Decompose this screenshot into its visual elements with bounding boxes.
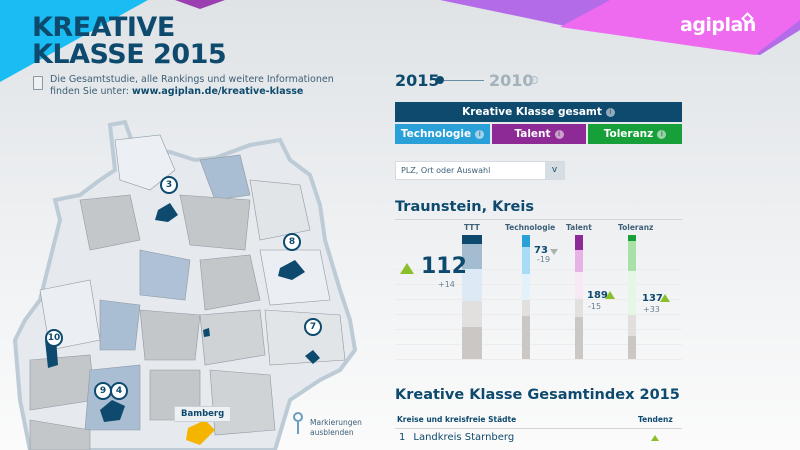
ranking-row[interactable]: 1 Landkreis Starnberg xyxy=(399,432,682,443)
map-region xyxy=(139,309,201,361)
top-region xyxy=(305,350,320,364)
pin-stem xyxy=(297,422,299,434)
map-region xyxy=(79,194,141,251)
technologie-bar xyxy=(522,235,530,359)
map-region xyxy=(249,179,311,241)
ranking-name: Landkreis Starnberg xyxy=(413,432,515,443)
ranking-title: Kreative Klasse Gesamtindex 2015 xyxy=(395,387,680,403)
map-region xyxy=(209,369,276,436)
trend-up-icon xyxy=(651,435,659,441)
toggle-markers-button[interactable]: Markierungen ausblenden xyxy=(310,418,362,437)
ttt-bar xyxy=(462,235,482,359)
map-region xyxy=(179,194,251,251)
document-icon xyxy=(33,76,43,90)
tab-label: Toleranz xyxy=(603,128,654,140)
timeline-handle[interactable] xyxy=(436,76,444,84)
ttt-value: 112 xyxy=(421,254,467,279)
gridline xyxy=(395,314,682,315)
gridline xyxy=(395,359,682,360)
map-region xyxy=(99,299,141,351)
highlighted-region[interactable] xyxy=(186,420,215,445)
category-tabs: Kreative Klasse gesamt i Technologie i Tal… xyxy=(395,102,682,144)
map-marker-7[interactable]: 7 xyxy=(304,318,322,336)
map-marker-4[interactable]: 4 xyxy=(110,382,128,400)
toleranz-bar xyxy=(628,235,636,359)
year-2010[interactable]: 2010 xyxy=(489,71,534,90)
divider xyxy=(395,219,682,220)
map-marker-3[interactable]: 3 xyxy=(160,176,178,194)
trend-up-icon xyxy=(400,263,414,274)
ranking-rank: 1 xyxy=(399,432,406,443)
map-region xyxy=(139,249,191,301)
timeline-track[interactable] xyxy=(444,80,484,81)
trend-up-icon xyxy=(660,294,670,302)
germany-map[interactable] xyxy=(0,100,380,450)
column-ttt: TTT xyxy=(464,223,480,232)
map-marker-9[interactable]: 9 xyxy=(94,382,112,400)
ranking-col-tendenz: Tendenz xyxy=(638,415,673,424)
ttt-delta: +14 xyxy=(438,280,455,289)
trend-down-icon xyxy=(550,249,558,255)
technologie-value: 73 xyxy=(534,245,548,256)
search-placeholder: PLZ, Ort oder Auswahl xyxy=(401,166,491,175)
info-icon[interactable]: i xyxy=(475,130,485,139)
study-link[interactable]: www.agiplan.de/kreative-klasse xyxy=(132,86,304,97)
top-region xyxy=(155,203,178,222)
tab-label: Technologie xyxy=(400,128,472,140)
divider xyxy=(395,428,682,429)
trend-up-icon xyxy=(605,291,615,299)
map-marker-10[interactable]: 10 xyxy=(45,329,63,347)
talent-delta: -15 xyxy=(588,302,602,311)
tab-label: Talent xyxy=(514,128,551,140)
tab-talent[interactable]: Talent i xyxy=(492,124,586,144)
gridline xyxy=(395,344,682,345)
toleranz-delta: +33 xyxy=(643,305,660,314)
map-region xyxy=(199,254,261,311)
page-title: KREATIVE KLASSE 2015 xyxy=(32,12,227,70)
map-region xyxy=(199,309,266,366)
map-region xyxy=(199,154,251,201)
agiplan-logo[interactable]: agiplan xyxy=(680,14,756,36)
region-name: Traunstein, Kreis xyxy=(395,199,534,215)
gridline xyxy=(395,299,682,300)
location-search-select[interactable]: PLZ, Ort oder Auswahl v xyxy=(395,161,565,180)
chevron-down-icon[interactable]: v xyxy=(545,162,564,179)
tab-technologie[interactable]: Technologie i xyxy=(395,124,490,144)
map-region xyxy=(264,309,346,366)
map-region xyxy=(29,354,96,411)
talent-value: 189 xyxy=(587,290,608,301)
info-text: Die Gesamtstudie, alle Rankings und weit… xyxy=(50,74,334,97)
map-region xyxy=(29,419,91,450)
tab-label: Kreative Klasse gesamt xyxy=(462,106,602,118)
top-region xyxy=(203,328,210,337)
top-region xyxy=(100,400,125,422)
tab-kreative-klasse-gesamt[interactable]: Kreative Klasse gesamt i xyxy=(395,102,682,122)
map-tooltip-bamberg: Bamberg xyxy=(174,406,232,422)
gridline xyxy=(395,329,682,330)
gridline xyxy=(395,284,682,285)
year-2015[interactable]: 2015 xyxy=(395,71,440,90)
info-icon[interactable]: i xyxy=(605,108,615,117)
gridline xyxy=(395,269,682,270)
pin-icon[interactable] xyxy=(293,412,303,422)
info-icon[interactable]: i xyxy=(530,76,538,84)
top-region xyxy=(278,260,305,280)
tab-toleranz[interactable]: Toleranz i xyxy=(588,124,682,144)
map-marker-8[interactable]: 8 xyxy=(283,233,301,251)
info-icon[interactable]: i xyxy=(554,130,564,139)
ranking-col-regions: Kreise und kreisfreie Städte xyxy=(397,415,517,424)
column-technologie: Technologie xyxy=(505,223,556,232)
talent-bar xyxy=(575,235,583,359)
technologie-delta: -19 xyxy=(537,255,551,264)
toleranz-value: 137 xyxy=(642,293,663,304)
info-icon[interactable]: i xyxy=(657,130,667,139)
column-talent: Talent xyxy=(566,223,592,232)
column-toleranz: Toleranz xyxy=(618,223,654,232)
